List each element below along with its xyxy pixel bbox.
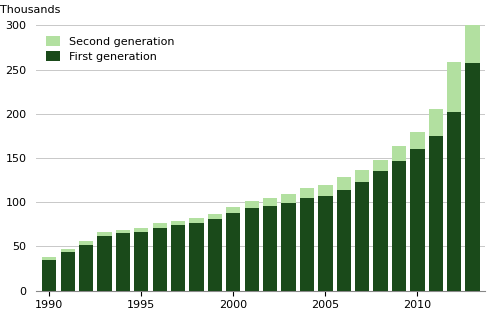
Bar xyxy=(429,136,443,291)
Bar xyxy=(42,260,56,291)
Bar xyxy=(392,161,406,291)
Bar xyxy=(245,209,259,291)
Bar xyxy=(134,228,148,232)
Bar xyxy=(190,223,204,291)
Bar xyxy=(281,194,296,203)
Bar xyxy=(281,203,296,291)
Bar xyxy=(263,206,277,291)
Bar xyxy=(392,146,406,161)
Bar xyxy=(171,221,185,225)
Bar xyxy=(373,171,388,291)
Bar xyxy=(116,233,130,291)
Bar xyxy=(263,198,277,206)
Bar xyxy=(208,214,222,219)
Text: Thousands: Thousands xyxy=(0,5,61,15)
Bar xyxy=(429,109,443,136)
Bar xyxy=(355,170,369,182)
Bar xyxy=(318,196,332,291)
Bar xyxy=(465,63,480,291)
Bar xyxy=(410,149,425,291)
Bar xyxy=(447,62,462,112)
Bar xyxy=(153,223,167,228)
Bar xyxy=(171,225,185,291)
Bar xyxy=(60,252,75,291)
Bar xyxy=(226,213,241,291)
Bar xyxy=(79,245,93,291)
Bar xyxy=(245,201,259,209)
Bar xyxy=(226,207,241,213)
Bar xyxy=(410,132,425,149)
Bar xyxy=(300,188,314,198)
Bar xyxy=(134,232,148,291)
Bar xyxy=(79,241,93,245)
Bar xyxy=(465,25,480,63)
Bar xyxy=(318,185,332,196)
Bar xyxy=(355,182,369,291)
Bar xyxy=(97,232,111,236)
Bar xyxy=(336,190,351,291)
Bar xyxy=(373,160,388,171)
Bar xyxy=(208,219,222,291)
Legend: Second generation, First generation: Second generation, First generation xyxy=(47,36,174,62)
Bar xyxy=(42,257,56,260)
Bar xyxy=(153,228,167,291)
Bar xyxy=(447,112,462,291)
Bar xyxy=(190,218,204,223)
Bar xyxy=(336,178,351,190)
Bar xyxy=(116,230,130,233)
Bar xyxy=(97,236,111,291)
Bar xyxy=(300,198,314,291)
Bar xyxy=(60,249,75,252)
